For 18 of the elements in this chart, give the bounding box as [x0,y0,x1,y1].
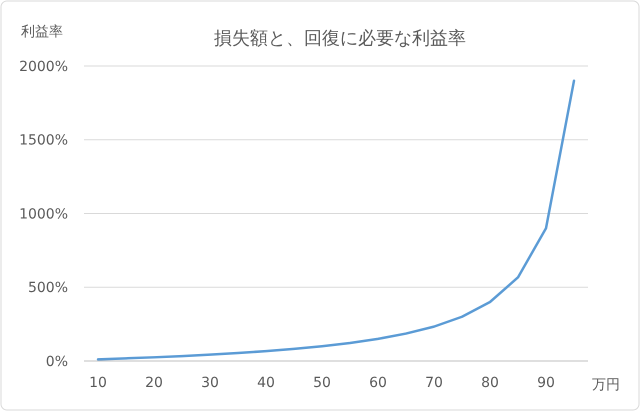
x-tick-label: 50 [313,375,331,391]
x-axis-title: 万円 [592,377,620,393]
chart-title: 損失額と、回復に必要な利益率 [214,28,466,49]
x-tick-label: 60 [369,375,387,391]
y-tick-label: 1000% [19,206,68,222]
y-tick-label: 500% [28,280,68,296]
x-tick-label: 40 [257,375,275,391]
y-tick-label: 0% [46,354,68,370]
x-tick-label: 10 [89,375,107,391]
x-tick-label: 80 [481,375,499,391]
x-tick-label: 90 [537,375,555,391]
x-tick-label: 70 [425,375,443,391]
x-tick-label: 20 [145,375,163,391]
line-series [96,80,576,361]
y-tick-label: 2000% [19,58,68,75]
x-tick-label: 30 [201,375,219,391]
y-tick-label: 1500% [19,132,68,149]
y-axis-title: 利益率 [21,24,63,40]
